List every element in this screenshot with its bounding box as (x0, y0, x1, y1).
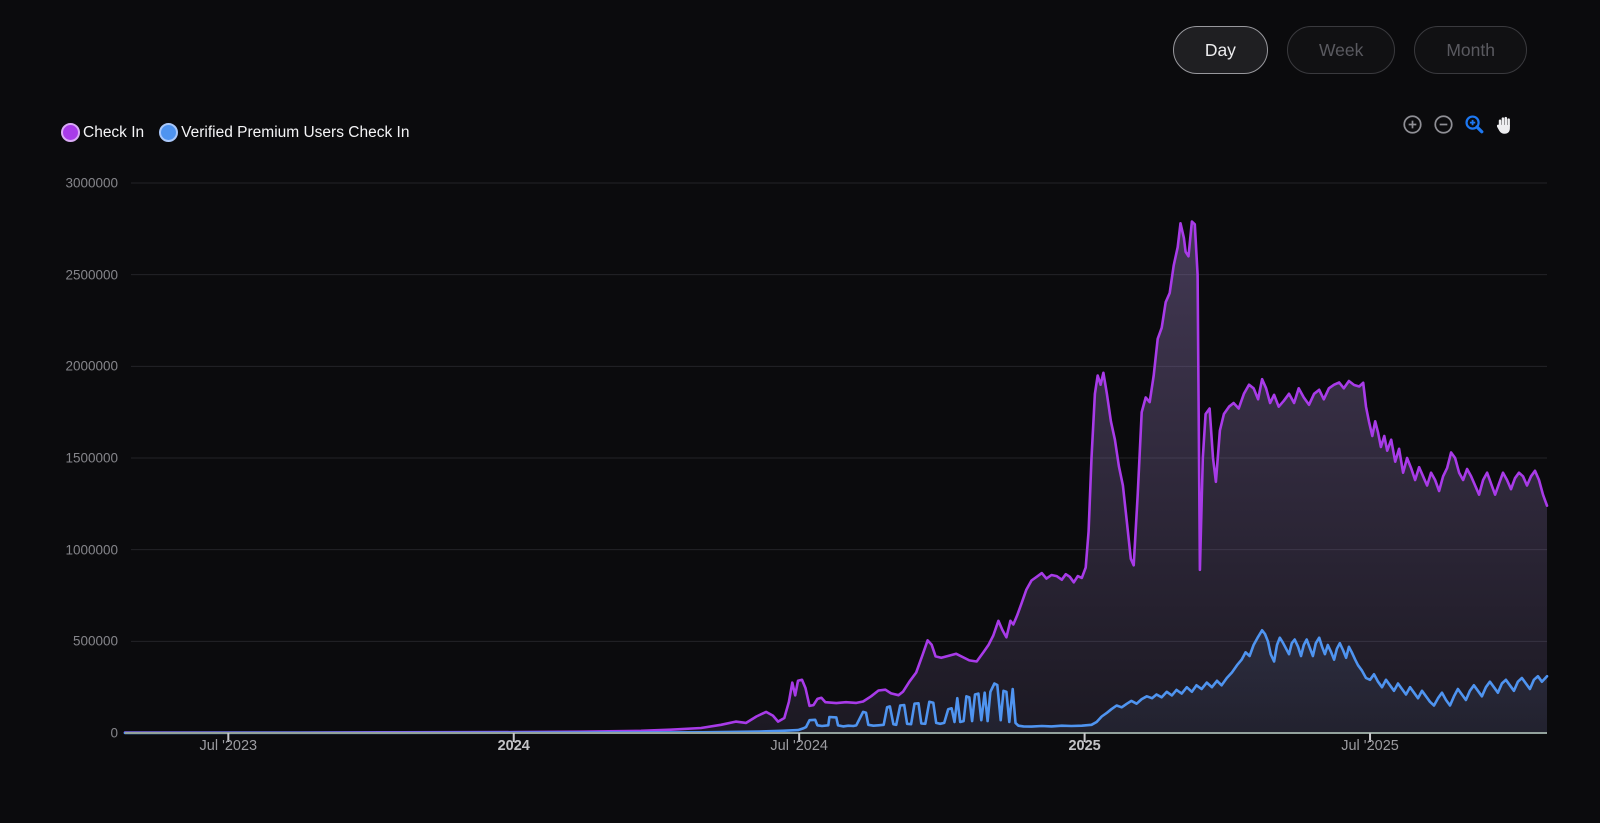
premium-marker-icon (159, 123, 179, 142)
chart-toolbar (1399, 111, 1518, 137)
legend-label-premium: Verified Premium Users Check In (181, 123, 410, 141)
legend-label-check-in: Check In (83, 123, 145, 141)
selection-zoom-icon (1464, 114, 1483, 133)
check-in-area (125, 221, 1547, 733)
selection-zoom-button[interactable] (1461, 111, 1487, 137)
zoom-out-circle-icon (1433, 114, 1453, 134)
pan-hand-icon (1496, 116, 1510, 134)
check-in-line (123, 220, 1549, 734)
legend-item-check-in[interactable]: Check In (61, 123, 144, 142)
pan-button[interactable] (1492, 111, 1518, 137)
zoom-out-button[interactable] (1430, 111, 1456, 137)
range-month-button[interactable]: Month (1414, 26, 1527, 74)
chart-legend: Check In Verified Premium Users Check In (61, 123, 409, 142)
premium-line (123, 629, 1549, 735)
zoom-in-button[interactable] (1399, 111, 1425, 137)
check-in-marker-icon (61, 123, 80, 142)
range-day-button[interactable]: Day (1172, 26, 1268, 74)
zoom-in-circle-icon (1402, 114, 1422, 134)
range-toggle-group: Day Week Month (1172, 26, 1527, 74)
premium-area (125, 630, 1547, 733)
range-week-button[interactable]: Week (1286, 26, 1396, 74)
legend-item-premium[interactable]: Verified Premium Users Check In (159, 123, 409, 142)
